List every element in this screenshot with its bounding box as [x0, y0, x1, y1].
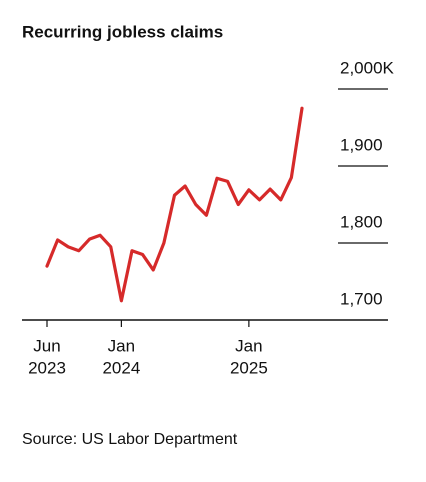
y-tick-label: 1,800 [340, 212, 383, 231]
chart-title: Recurring jobless claims [22, 22, 223, 41]
source-note: Source: US Labor Department [22, 431, 238, 448]
x-tick-label: 2023 [28, 358, 66, 377]
x-tick-label: 2024 [102, 358, 140, 377]
y-tick-label: 2,000K [340, 58, 395, 77]
y-tick-label: 1,700 [340, 289, 383, 308]
data-line [45, 106, 304, 303]
x-tick-label: Jan [108, 336, 135, 355]
x-tick-label: Jan [235, 336, 262, 355]
y-tick-label: 1,900 [340, 135, 383, 154]
x-tick-label: Jun [33, 336, 60, 355]
x-tick-label: 2025 [230, 358, 268, 377]
